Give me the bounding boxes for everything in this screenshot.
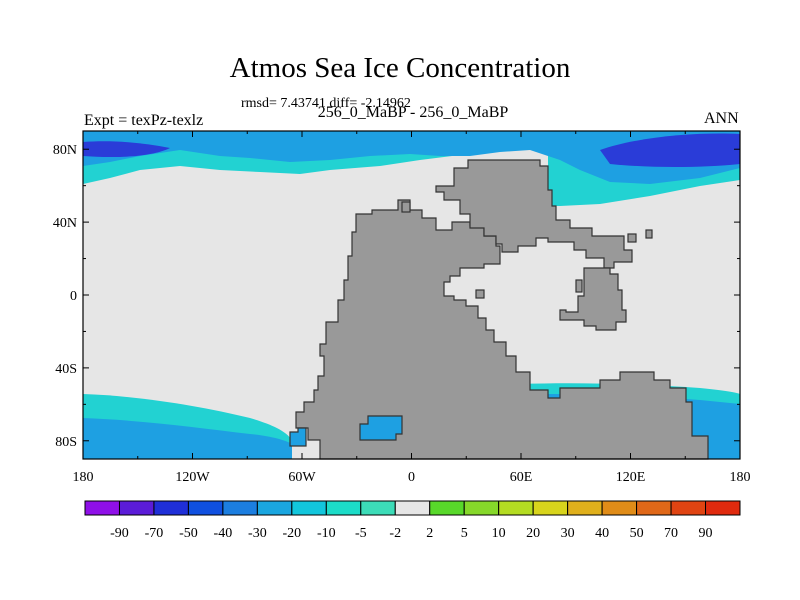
colorbar-swatch <box>429 500 465 516</box>
map-panel <box>82 130 741 460</box>
x-tick-labels: 180 120W 60W 0 60E 120E 180 <box>73 470 751 485</box>
y-tick-label: 40S <box>55 362 77 377</box>
colorbar-swatch <box>291 500 327 516</box>
colorbar-label: 5 <box>461 526 468 541</box>
colorbar-label: -2 <box>389 526 401 541</box>
colorbar-label: 2 <box>426 526 433 541</box>
colorbar-swatch <box>118 500 155 516</box>
chart-title: Atmos Sea Ice Concentration <box>229 52 571 84</box>
colorbar-label: -90 <box>110 526 129 541</box>
stats-text: rmsd= 7.43741 diff= -2.14962 <box>241 96 411 111</box>
colorbar-label: 90 <box>699 526 713 541</box>
x-tick-label: 0 <box>408 470 415 485</box>
arctic-deep-band-east <box>600 133 740 167</box>
colorbar-swatch <box>636 500 672 516</box>
land-small-island-a <box>475 289 485 299</box>
colorbar-label: 70 <box>664 526 678 541</box>
colorbar-swatch <box>705 500 741 516</box>
x-tick-label: 180 <box>73 470 94 485</box>
land-small-island-c <box>627 233 637 243</box>
x-tick-label: 60E <box>510 470 533 485</box>
colorbar-label: -50 <box>179 526 198 541</box>
colorbar-label: 10 <box>492 526 506 541</box>
colorbar-label: -30 <box>248 526 267 541</box>
peninsula-ice-patch <box>289 427 307 447</box>
colorbar-label: -70 <box>145 526 164 541</box>
colorbar-swatch <box>222 500 258 516</box>
land-masses <box>295 159 709 460</box>
colorbar-label: -40 <box>214 526 233 541</box>
y-tick-label: 80S <box>55 435 77 450</box>
colorbar-swatch <box>256 500 293 516</box>
colorbar-label: 20 <box>526 526 540 541</box>
y-tick-label: 80N <box>53 143 77 158</box>
colorbar-swatch <box>670 500 707 516</box>
colorbar-swatch <box>601 500 638 516</box>
colorbar-swatch <box>153 500 189 516</box>
colorbar-swatch <box>532 500 569 516</box>
colorbar-swatch <box>360 500 396 516</box>
x-tick-label: 60W <box>288 470 316 485</box>
colorbar-swatch <box>84 500 120 516</box>
y-tick-labels: 80N 40N 0 40S 80S <box>53 143 77 450</box>
colorbar-label: 50 <box>630 526 644 541</box>
x-tick-label: 180 <box>730 470 751 485</box>
colorbar-swatch <box>394 500 431 516</box>
y-tick-label: 0 <box>70 289 77 304</box>
land-small-island-b <box>575 279 583 293</box>
arctic-mid-band <box>83 131 740 184</box>
colorbar-swatch <box>325 500 362 516</box>
colorbar-label: -20 <box>283 526 302 541</box>
colorbar-swatch <box>498 500 534 516</box>
experiment-label: Expt = texPz-texlz <box>84 112 204 129</box>
colorbar-label: -5 <box>355 526 367 541</box>
axis-ticks <box>82 131 741 459</box>
land-northern-east <box>435 159 633 269</box>
arctic-deep-band-west <box>83 141 170 158</box>
chart-subtitle: 256_0_MaBP - 256_0_MaBP <box>317 104 509 121</box>
land-small-island-d <box>645 229 653 239</box>
colorbar-labels: -90 -70 -50 -40 -30 -20 -10 -5 -2 2 5 10 20 30 40 50 70 9… <box>110 526 712 541</box>
colorbar-swatch <box>187 500 224 516</box>
x-tick-label: 120E <box>616 470 646 485</box>
colorbar <box>84 500 741 516</box>
y-tick-label: 40N <box>53 216 77 231</box>
x-tick-label: 120W <box>175 470 210 485</box>
land-southeast-arm <box>559 267 627 331</box>
colorbar-swatch <box>567 500 603 516</box>
colorbar-label: 40 <box>595 526 609 541</box>
colorbar-swatch <box>463 500 500 516</box>
antarctic-mid-band-west <box>83 418 292 459</box>
land-small-island-e <box>401 201 411 213</box>
colorbar-label: -10 <box>317 526 336 541</box>
colorbar-label: 30 <box>561 526 575 541</box>
season-label: ANN <box>704 110 739 127</box>
inland-ice-patch <box>359 415 403 441</box>
